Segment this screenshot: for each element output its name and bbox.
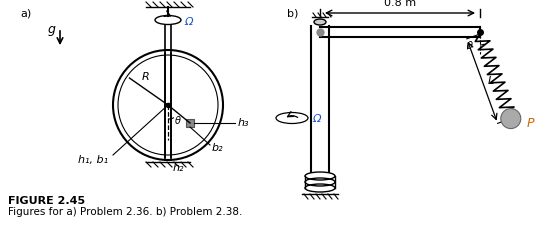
Text: Ω: Ω <box>312 114 320 124</box>
Text: θ: θ <box>175 116 181 126</box>
Text: a): a) <box>20 8 31 18</box>
Text: FIGURE 2.45: FIGURE 2.45 <box>8 196 85 206</box>
Text: θ: θ <box>467 41 473 51</box>
Text: g: g <box>48 24 56 36</box>
Circle shape <box>501 109 521 129</box>
Text: h₂: h₂ <box>173 163 184 173</box>
Ellipse shape <box>314 19 326 25</box>
Text: h₁, b₁: h₁, b₁ <box>78 155 108 165</box>
Text: b): b) <box>287 8 299 18</box>
Text: h₃: h₃ <box>238 118 249 128</box>
Text: R: R <box>142 72 150 82</box>
Text: Ω: Ω <box>184 17 192 27</box>
Text: Figures for a) Problem 2.36. b) Problem 2.38.: Figures for a) Problem 2.36. b) Problem … <box>8 207 243 217</box>
Text: b₂: b₂ <box>212 143 224 153</box>
Text: P: P <box>527 117 534 130</box>
Text: 0.8 m: 0.8 m <box>384 0 416 8</box>
Text: L: L <box>487 76 494 86</box>
Bar <box>186 119 194 127</box>
